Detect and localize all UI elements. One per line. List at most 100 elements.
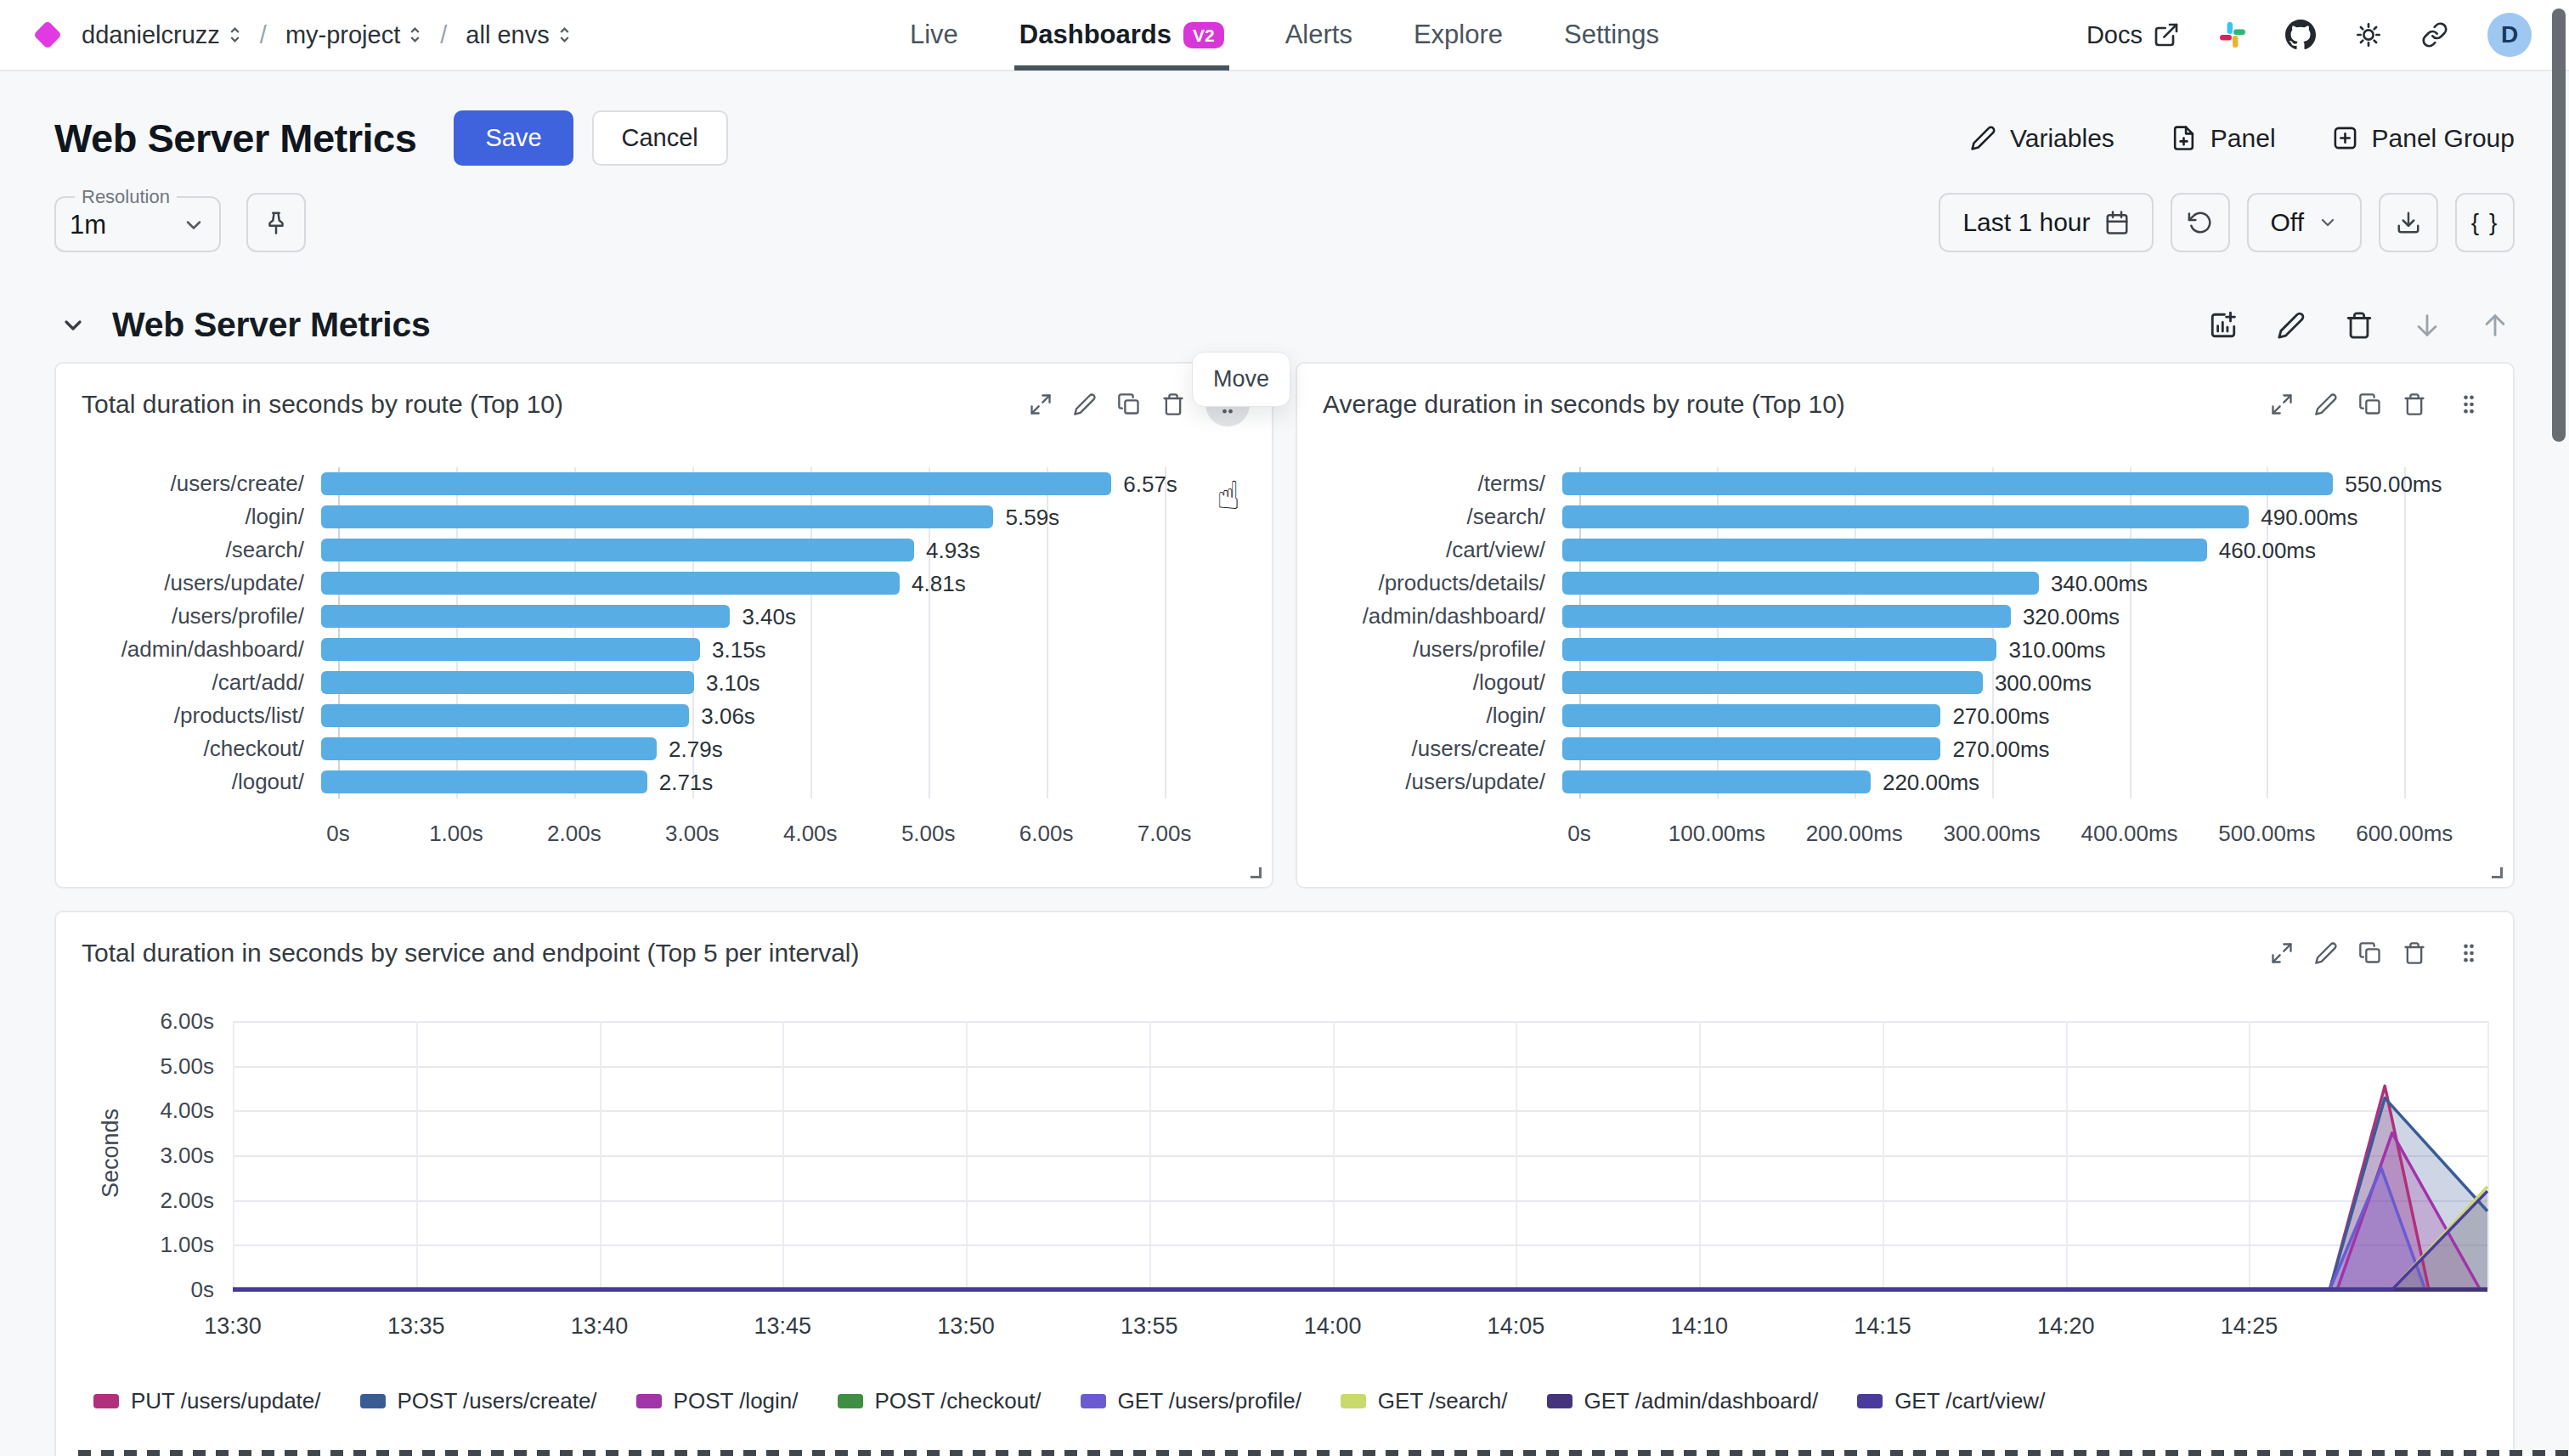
add-panel-button[interactable]: Panel (2171, 124, 2276, 153)
tab-alerts[interactable]: Alerts (1285, 0, 1352, 71)
slack-icon[interactable] (2219, 21, 2246, 48)
legend-item[interactable]: PUT /users/update/ (93, 1388, 321, 1414)
edit-panel-icon[interactable] (2314, 941, 2338, 965)
delete-section-icon[interactable] (2345, 311, 2374, 340)
bar (1562, 770, 1871, 793)
edit-section-icon[interactable] (2277, 311, 2306, 340)
x-tick-label: 0s (326, 821, 349, 847)
panel-resize-handle[interactable] (1251, 867, 1262, 878)
pin-resolution-button[interactable] (246, 193, 306, 252)
x-tick-label: 14:10 (1670, 1313, 1728, 1340)
expand-icon[interactable] (2270, 392, 2294, 416)
legend-item[interactable]: POST /checkout/ (838, 1388, 1042, 1414)
duplicate-panel-icon[interactable] (2358, 392, 2382, 416)
avatar[interactable]: D (2487, 13, 2532, 57)
bar-row: /terms/550.00ms (1307, 467, 2491, 500)
bar (321, 505, 993, 528)
collapse-chevron-icon[interactable] (59, 312, 87, 339)
tab-dashboards[interactable]: DashboardsV2 (1019, 0, 1224, 71)
theme-toggle-icon[interactable] (2355, 21, 2382, 48)
refresh-button[interactable] (2171, 193, 2230, 252)
move-section-down-icon[interactable] (2413, 311, 2442, 340)
edit-panel-icon[interactable] (1073, 392, 1097, 416)
bar-category-label: /terms/ (1307, 471, 1562, 497)
bar (321, 704, 689, 727)
breadcrumb-item-all envs[interactable]: all envs (466, 21, 570, 49)
variables-button[interactable]: Variables (1970, 124, 2114, 153)
github-icon[interactable] (2285, 20, 2316, 50)
delete-panel-icon[interactable] (2402, 941, 2426, 965)
panel-resize-handle[interactable] (2492, 867, 2503, 878)
resolution-select[interactable]: Resolution 1m (54, 186, 221, 252)
x-tick-label: 200.00ms (1806, 821, 1903, 847)
add-chart-icon[interactable] (2209, 311, 2238, 340)
bar-category-label: /login/ (1307, 703, 1562, 729)
x-tick-label: 14:05 (1488, 1313, 1545, 1340)
bar-category-label: /cart/add/ (66, 669, 321, 696)
drag-handle[interactable] (2447, 931, 2491, 975)
square-plus-icon (2332, 125, 2358, 151)
auto-refresh-dropdown[interactable]: Off (2247, 193, 2362, 252)
bar (1562, 472, 2333, 495)
time-range-button[interactable]: Last 1 hour (1939, 193, 2153, 252)
save-button[interactable]: Save (454, 110, 573, 166)
bar-track: 340.00ms (1562, 572, 2470, 595)
legend-item[interactable]: POST /login/ (636, 1388, 799, 1414)
tab-label: Dashboards (1019, 20, 1172, 50)
bar-value-label: 3.15s (712, 636, 766, 663)
panel-header: Average duration in seconds by route (To… (1297, 364, 2513, 443)
bar (1562, 572, 2039, 595)
bar-value-label: 5.59s (1005, 504, 1059, 530)
legend-item[interactable]: GET /cart/view/ (1857, 1388, 2045, 1414)
bar-track: 270.00ms (1562, 704, 2470, 727)
panel-actions (2270, 931, 2491, 975)
legend-item[interactable]: POST /users/create/ (360, 1388, 597, 1414)
expand-icon[interactable] (1029, 392, 1053, 416)
bar-category-label: /users/update/ (66, 570, 321, 596)
legend-swatch (1081, 1394, 1106, 1408)
delete-panel-icon[interactable] (2402, 392, 2426, 416)
legend-item[interactable]: GET /admin/dashboard/ (1547, 1388, 1819, 1414)
brand-logo-icon[interactable] (33, 20, 62, 49)
json-view-button[interactable]: { } (2455, 193, 2515, 252)
external-link-icon (2153, 21, 2180, 48)
legend-swatch (93, 1394, 119, 1408)
bar-row: /users/create/270.00ms (1307, 732, 2491, 765)
breadcrumb-item-ddanielcruzz[interactable]: ddanielcruzz (82, 21, 241, 49)
download-button[interactable] (2379, 193, 2438, 252)
add-panel-group-button[interactable]: Panel Group (2332, 124, 2515, 153)
drag-handle[interactable] (2447, 382, 2491, 426)
bar-row: /users/create/6.57s (66, 467, 1250, 500)
panel-title: Total duration in seconds by route (Top … (82, 390, 563, 419)
expand-icon[interactable] (2270, 941, 2294, 965)
legend-item[interactable]: GET /users/profile/ (1081, 1388, 1301, 1414)
legend-label: POST /login/ (674, 1388, 799, 1414)
duplicate-panel-icon[interactable] (1117, 392, 1141, 416)
bar (1562, 505, 2249, 528)
bar (321, 770, 647, 793)
tab-explore[interactable]: Explore (1414, 0, 1503, 71)
x-tick-label: 14:15 (1854, 1313, 1911, 1340)
tab-settings[interactable]: Settings (1564, 0, 1659, 71)
legend-swatch (636, 1394, 662, 1408)
bar (321, 539, 914, 562)
bar-category-label: /search/ (1307, 504, 1562, 530)
bar-category-label: /logout/ (1307, 669, 1562, 696)
breadcrumb-item-my-project[interactable]: my-project (285, 21, 421, 49)
section-actions (2209, 311, 2510, 340)
duplicate-panel-icon[interactable] (2358, 941, 2382, 965)
vertical-scrollbar[interactable] (2552, 8, 2566, 442)
tab-live[interactable]: Live (910, 0, 958, 71)
bar-track: 310.00ms (1562, 638, 2470, 661)
bar-category-label: /products/details/ (1307, 570, 1562, 596)
bar-category-label: /cart/view/ (1307, 537, 1562, 563)
bar-rows: /terms/550.00ms/search/490.00ms/cart/vie… (1307, 467, 2491, 799)
cancel-button[interactable]: Cancel (592, 110, 728, 166)
delete-panel-icon[interactable] (1161, 392, 1185, 416)
legend-item[interactable]: GET /search/ (1341, 1388, 1508, 1414)
move-section-up-icon[interactable] (2481, 311, 2510, 340)
share-link-icon[interactable] (2421, 21, 2448, 48)
edit-panel-icon[interactable] (2314, 392, 2338, 416)
x-tick-label: 500.00ms (2218, 821, 2315, 847)
docs-link[interactable]: Docs (2086, 21, 2180, 49)
